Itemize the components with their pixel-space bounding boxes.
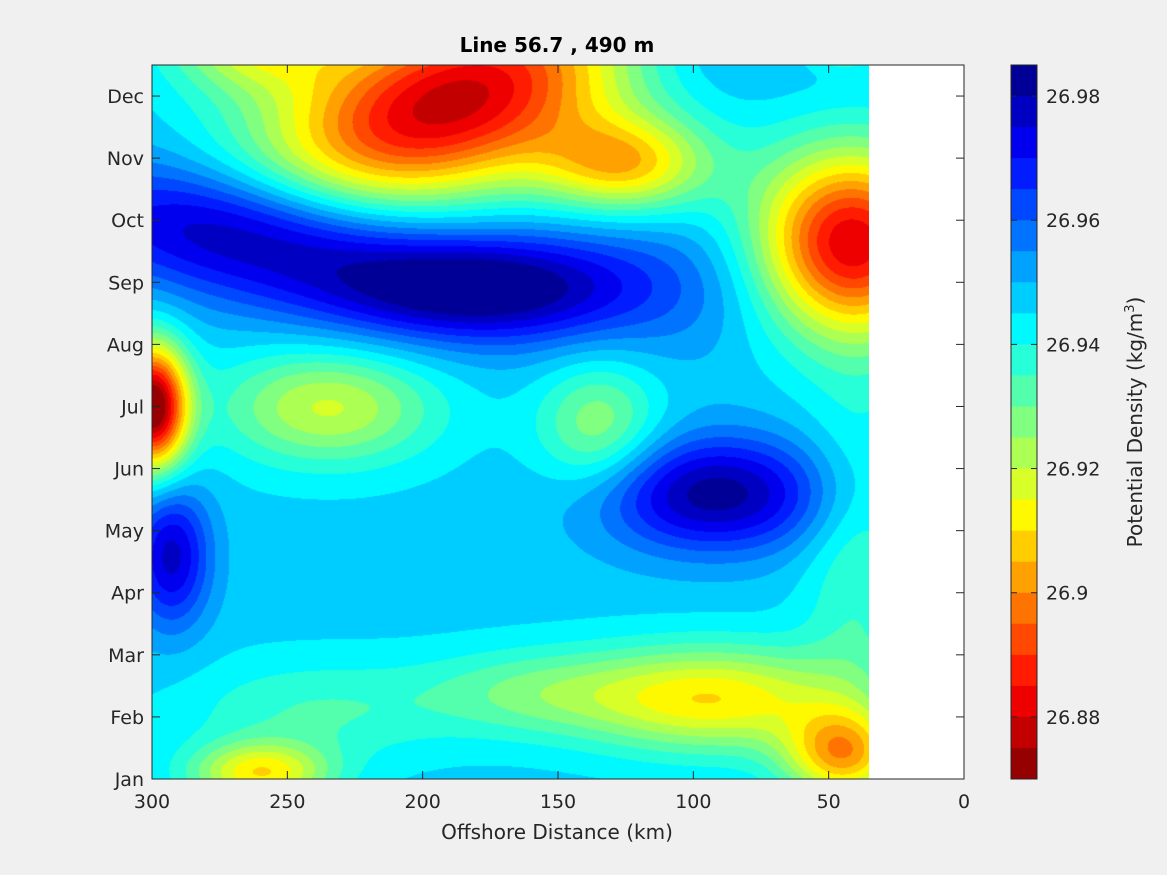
colorbar-band: [1011, 313, 1037, 345]
x-tick-label: 50: [817, 791, 841, 813]
colorbar-band: [1011, 65, 1037, 97]
colorbar-band: [1011, 375, 1037, 407]
colorbar-band: [1011, 716, 1037, 749]
density-contour-image: [152, 65, 869, 779]
colorbar-band: [1011, 561, 1037, 594]
x-tick-label: 200: [405, 791, 441, 813]
colorbar-band: [1011, 747, 1037, 780]
colorbar-ticks: 26.88 26.9 26.92 26.94 26.96 26.98: [1011, 86, 1100, 729]
colorbar-tick-label: 26.9: [1046, 583, 1088, 605]
colorbar-label: Potential Density (kg/m3): [1123, 297, 1147, 548]
x-axis-ticks: 300 250 200 150 100 50 0: [134, 65, 970, 813]
colorbar-frame: [1010, 64, 1038, 780]
colorbar-tick-label: 26.98: [1046, 86, 1100, 108]
colorbar: 26.88 26.9 26.92 26.94 26.96 26.98 Potential …: [1010, 64, 1147, 780]
y-axis-ticks: Jan Feb Mar Apr May Jun Jul Aug Sep Oct Nov Dec: [105, 86, 964, 791]
colorbar-bands: [1011, 65, 1037, 780]
y-tick-label-mar: Mar: [108, 645, 144, 667]
x-tick-label: 100: [675, 791, 711, 813]
colorbar-band: [1011, 654, 1037, 687]
x-tick-label: 0: [958, 791, 970, 813]
colorbar-band: [1011, 96, 1037, 128]
y-tick-label-sep: Sep: [108, 272, 144, 294]
colorbar-band: [1011, 592, 1037, 625]
colorbar-band: [1011, 127, 1037, 159]
colorbar-tick-label: 26.94: [1046, 334, 1100, 356]
y-tick-label-aug: Aug: [107, 334, 144, 356]
colorbar-band: [1011, 437, 1037, 470]
colorbar-band: [1011, 623, 1037, 656]
y-tick-label-may: May: [105, 521, 144, 543]
colorbar-band: [1011, 344, 1037, 376]
colorbar-band: [1011, 220, 1037, 252]
colorbar-band: [1011, 282, 1037, 314]
colorbar-band: [1011, 685, 1037, 718]
colorbar-tick-label: 26.92: [1046, 459, 1100, 481]
y-tick-label-oct: Oct: [111, 210, 144, 232]
y-tick-label-apr: Apr: [111, 583, 144, 605]
y-tick-label-jul: Jul: [120, 396, 144, 418]
y-tick-label-dec: Dec: [107, 86, 144, 108]
colorbar-band: [1011, 530, 1037, 563]
colorbar-tick-label: 26.88: [1046, 707, 1100, 729]
colorbar-band: [1011, 406, 1037, 439]
colorbar-band: [1011, 158, 1037, 190]
colorbar-band: [1011, 251, 1037, 283]
colorbar-label-main: Potential Density (kg/m: [1123, 313, 1147, 548]
colorbar-tick-label: 26.96: [1046, 210, 1100, 232]
chart-title: Line 56.7 , 490 m: [460, 33, 655, 57]
y-tick-label-jan: Jan: [114, 769, 144, 791]
colorbar-band: [1011, 468, 1037, 501]
y-tick-label-nov: Nov: [107, 148, 144, 170]
x-tick-label: 150: [540, 791, 576, 813]
x-tick-label: 250: [269, 791, 305, 813]
x-axis-label: Offshore Distance (km): [441, 820, 673, 844]
y-tick-label-feb: Feb: [110, 707, 144, 729]
colorbar-band: [1011, 499, 1037, 532]
colorbar-label-superscript: 3: [1123, 304, 1138, 312]
colorbar-band: [1011, 189, 1037, 221]
y-tick-label-jun: Jun: [113, 459, 144, 481]
contour-field: [152, 65, 869, 779]
x-tick-label: 300: [134, 791, 170, 813]
colorbar-label-suffix: ): [1123, 297, 1147, 305]
